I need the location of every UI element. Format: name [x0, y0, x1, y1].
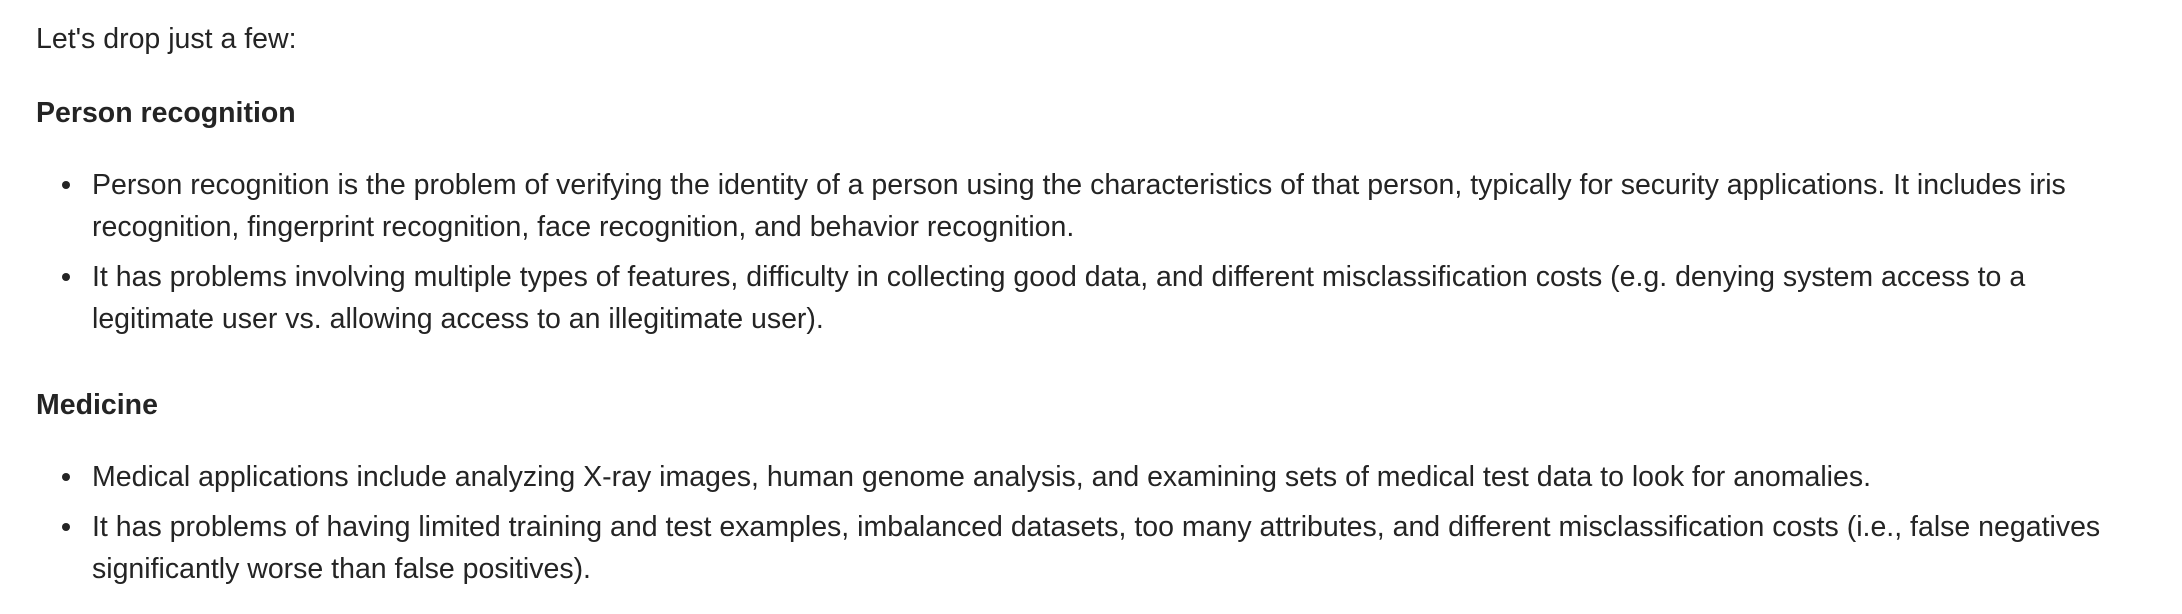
- list-item: Person recognition is the problem of ver…: [62, 164, 2146, 248]
- list-item-text: Medical applications include analyzing X…: [92, 461, 1872, 493]
- section-person-recognition: Person recognition Person recognition is…: [36, 92, 2146, 340]
- bullet-icon: [62, 523, 70, 531]
- bullet-icon: [62, 273, 70, 281]
- section-medicine: Medicine Medical applications include an…: [36, 384, 2146, 590]
- intro-text: Let's drop just a few:: [36, 23, 297, 55]
- list-item: It has problems of having limited traini…: [62, 506, 2146, 590]
- list-item-text: Person recognition is the problem of ver…: [92, 169, 2066, 243]
- list-item-text: It has problems involving multiple types…: [92, 261, 2026, 335]
- bullet-icon: [62, 181, 70, 189]
- bullet-icon: [62, 473, 70, 481]
- section-heading: Person recognition: [36, 97, 296, 129]
- list-item-text: It has problems of having limited traini…: [92, 511, 2101, 585]
- section-heading: Medicine: [36, 389, 158, 421]
- bullet-list: Medical applications include analyzing X…: [36, 456, 2146, 590]
- list-item: Medical applications include analyzing X…: [62, 456, 2146, 498]
- list-item: It has problems involving multiple types…: [62, 256, 2146, 340]
- bullet-list: Person recognition is the problem of ver…: [36, 164, 2146, 340]
